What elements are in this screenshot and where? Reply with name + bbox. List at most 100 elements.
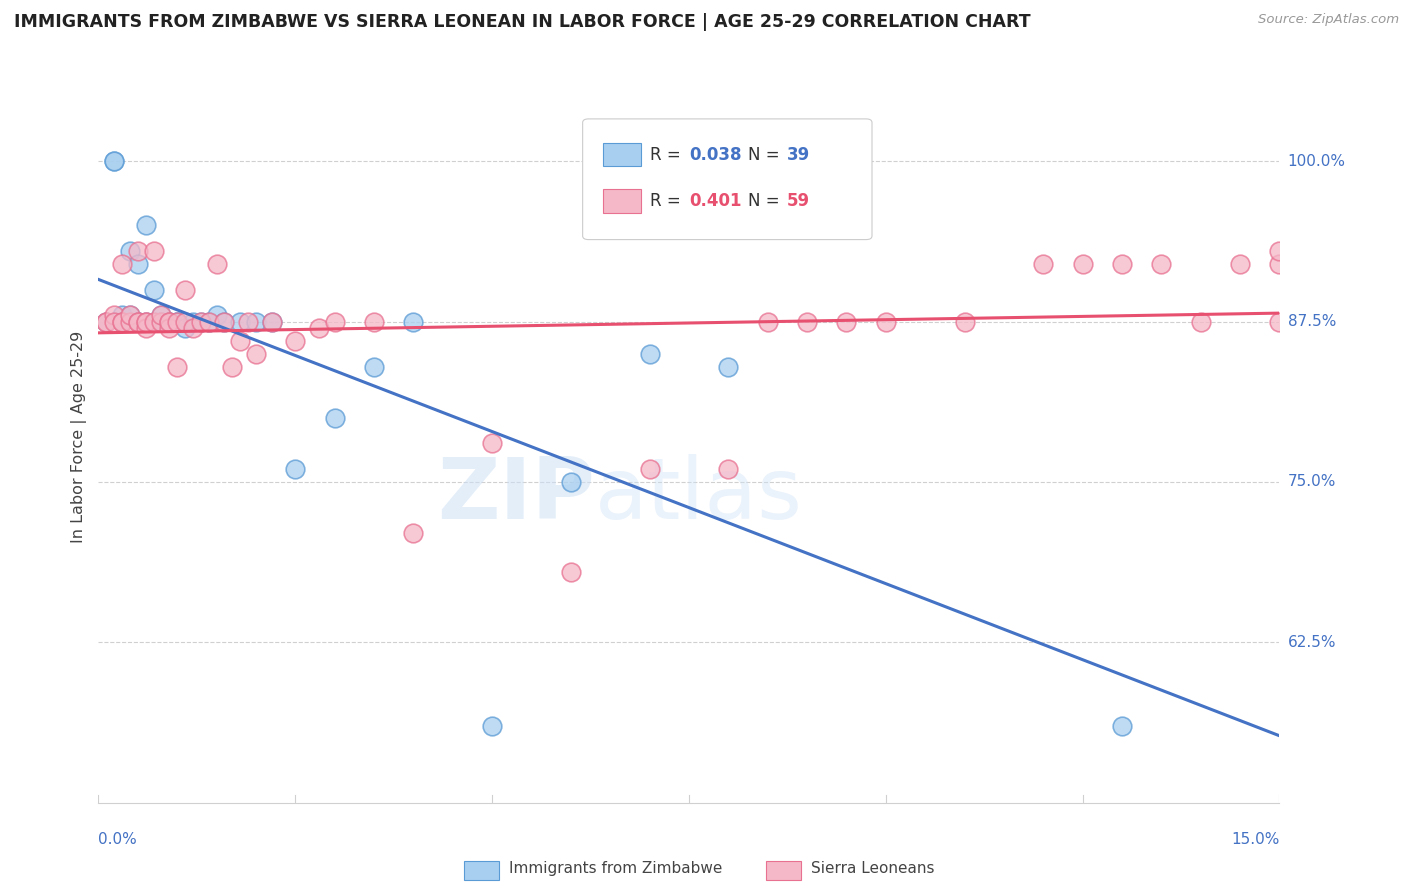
Point (756, 315, 779, 329)
Point (103, 154, 125, 169)
Point (157, 315, 180, 329)
Point (205, 257, 228, 271)
Point (560, 565, 582, 579)
Point (135, 315, 157, 329)
Point (174, 321, 197, 335)
Point (150, 308, 173, 322)
Point (214, 315, 236, 329)
Point (875, 315, 897, 329)
Point (245, 346, 267, 360)
Point (111, 308, 134, 322)
Point (1071, 257, 1094, 271)
Text: ZIP: ZIP (437, 454, 595, 537)
Point (1150, 257, 1173, 271)
Bar (603, 189, 641, 212)
Point (150, 315, 173, 329)
Point (638, 462, 661, 476)
Point (135, 219, 157, 233)
Point (229, 334, 252, 348)
Point (1268, 257, 1291, 271)
Point (118, 308, 141, 322)
Text: IMMIGRANTS FROM ZIMBABWE VS SIERRA LEONEAN IN LABOR FORCE | AGE 25-29 CORRELATIO: IMMIGRANTS FROM ZIMBABWE VS SIERRA LEONE… (14, 13, 1031, 31)
Point (245, 315, 267, 329)
Point (236, 315, 259, 329)
Point (127, 244, 149, 258)
Point (481, 436, 503, 450)
Point (402, 315, 425, 329)
Point (284, 334, 307, 348)
Point (308, 321, 330, 335)
Text: 87.5%: 87.5% (1288, 314, 1336, 329)
Point (481, 719, 503, 733)
Text: 0.0%: 0.0% (98, 832, 138, 847)
Point (214, 315, 236, 329)
Point (1229, 257, 1251, 271)
Point (111, 315, 134, 329)
Point (118, 244, 141, 258)
Point (190, 315, 212, 329)
Point (96, 315, 118, 329)
FancyBboxPatch shape (582, 119, 872, 240)
Point (796, 315, 818, 329)
Point (260, 315, 283, 329)
Point (229, 315, 252, 329)
Text: 0.401: 0.401 (689, 192, 741, 210)
Point (174, 315, 197, 329)
Point (197, 315, 219, 329)
Point (127, 315, 149, 329)
Point (181, 315, 204, 329)
Point (135, 315, 157, 329)
Point (127, 315, 149, 329)
Point (103, 154, 125, 169)
Point (1268, 244, 1291, 258)
Point (181, 321, 204, 335)
Point (127, 315, 149, 329)
Text: Sierra Leoneans: Sierra Leoneans (811, 862, 935, 876)
Point (1189, 315, 1212, 329)
Point (157, 315, 180, 329)
Point (166, 315, 188, 329)
Text: 62.5%: 62.5% (1288, 635, 1336, 650)
Point (150, 315, 173, 329)
Point (221, 359, 243, 374)
Point (166, 315, 188, 329)
Point (717, 462, 740, 476)
Point (260, 315, 283, 329)
Point (142, 315, 165, 329)
Point (638, 346, 661, 360)
Text: R =: R = (650, 145, 686, 164)
Point (111, 315, 134, 329)
Point (142, 244, 165, 258)
Text: N =: N = (748, 145, 785, 164)
Point (142, 283, 165, 297)
Point (197, 315, 219, 329)
Point (150, 315, 173, 329)
Point (205, 308, 228, 322)
Point (150, 308, 173, 322)
Point (127, 315, 149, 329)
Point (135, 321, 157, 335)
Point (1268, 315, 1291, 329)
Point (174, 283, 197, 297)
Point (157, 315, 180, 329)
Text: 100.0%: 100.0% (1288, 153, 1346, 169)
Point (323, 315, 346, 329)
Point (127, 257, 149, 271)
Text: Immigrants from Zimbabwe: Immigrants from Zimbabwe (509, 862, 723, 876)
Point (717, 359, 740, 374)
Point (402, 526, 425, 541)
Point (1032, 257, 1054, 271)
Point (166, 359, 188, 374)
Point (363, 315, 385, 329)
Point (111, 257, 134, 271)
Y-axis label: In Labor Force | Age 25-29: In Labor Force | Age 25-29 (72, 331, 87, 543)
Point (166, 315, 188, 329)
Point (96, 315, 118, 329)
Text: Source: ZipAtlas.com: Source: ZipAtlas.com (1258, 13, 1399, 27)
Point (157, 315, 180, 329)
Point (157, 321, 180, 335)
Point (953, 315, 976, 329)
Text: 0.038: 0.038 (689, 145, 741, 164)
Point (142, 315, 165, 329)
Point (135, 315, 157, 329)
